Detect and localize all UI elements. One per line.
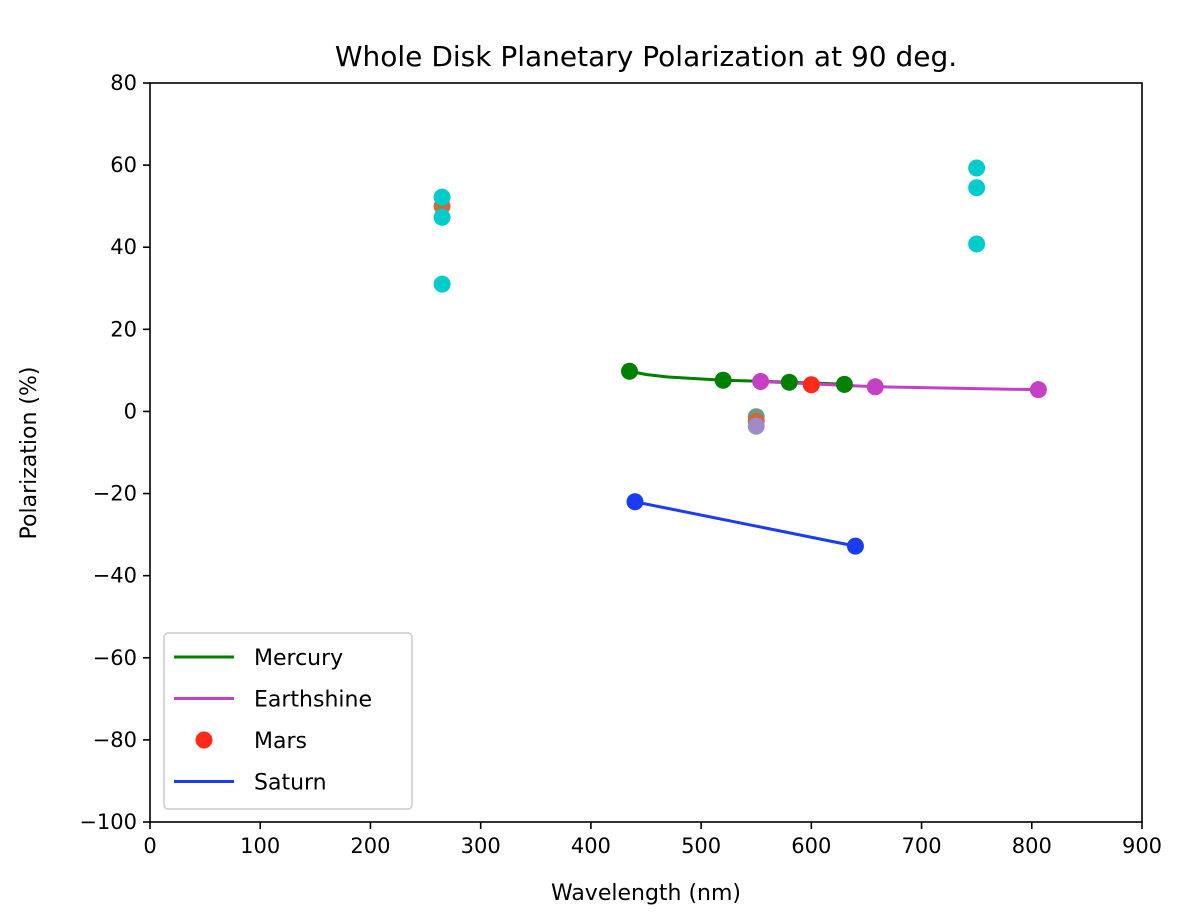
data-point-earthshine	[752, 372, 770, 390]
data-point-mercury	[835, 375, 853, 393]
x-tick-label: 300	[461, 834, 501, 858]
axes-frame	[149, 82, 1143, 823]
data-point	[433, 275, 451, 293]
data-point-earthshine	[866, 378, 884, 396]
chart-title: Whole Disk Planetary Polarization at 90 …	[335, 40, 957, 73]
legend-label-mercury: Mercury	[254, 646, 343, 671]
data-point	[433, 208, 451, 226]
data-point-earthshine	[1029, 381, 1047, 399]
legend-label-earthshine: Earthshine	[254, 688, 372, 713]
x-axis-label: Wavelength (nm)	[551, 881, 741, 906]
data-point-mercury	[780, 373, 798, 391]
series-line-saturn	[634, 500, 856, 548]
y-tick-label: −40	[93, 564, 137, 588]
data-point	[968, 159, 986, 177]
data-point-mercury	[714, 371, 732, 389]
y-tick-label: 80	[110, 71, 137, 95]
x-tick-label: 400	[571, 834, 611, 858]
y-tick-label: 40	[110, 235, 137, 259]
x-tick-label: 200	[350, 834, 390, 858]
x-tick-label: 600	[791, 834, 831, 858]
x-tick-label: 900	[1122, 834, 1162, 858]
x-tick-label: 500	[681, 834, 721, 858]
legend-box	[163, 632, 413, 810]
axes: 0 100 200 300 400 500 600 700 800 900−100−80−60−4…	[79, 71, 1162, 858]
y-tick-label: −60	[93, 646, 137, 670]
x-tick-label: 800	[1012, 834, 1052, 858]
legend-label-mars: Mars	[254, 729, 307, 754]
x-tick-label: 0	[143, 834, 156, 858]
y-tick-label: 0	[124, 399, 137, 423]
y-tick-label: −80	[93, 728, 137, 752]
data-point	[968, 235, 986, 253]
data-point	[747, 417, 765, 435]
x-tick-label: 100	[240, 834, 280, 858]
data-point-saturn	[846, 537, 864, 555]
y-tick-label: 60	[110, 153, 137, 177]
legend: Mercury Earthshine Mars Saturn	[163, 632, 413, 810]
data-point-saturn	[626, 493, 644, 511]
y-axis-label: Polarization (%)	[17, 367, 42, 540]
data-marks	[433, 159, 1047, 555]
legend-swatch-mars	[195, 731, 213, 749]
y-tick-label: −20	[93, 482, 137, 506]
data-point-mars	[802, 376, 820, 394]
data-point	[968, 179, 986, 197]
data-point-mercury	[620, 362, 638, 380]
y-tick-label: −100	[79, 810, 137, 834]
x-tick-label: 700	[902, 834, 942, 858]
legend-label-saturn: Saturn	[254, 771, 327, 796]
data-point	[433, 188, 451, 206]
y-tick-label: 20	[110, 317, 137, 341]
